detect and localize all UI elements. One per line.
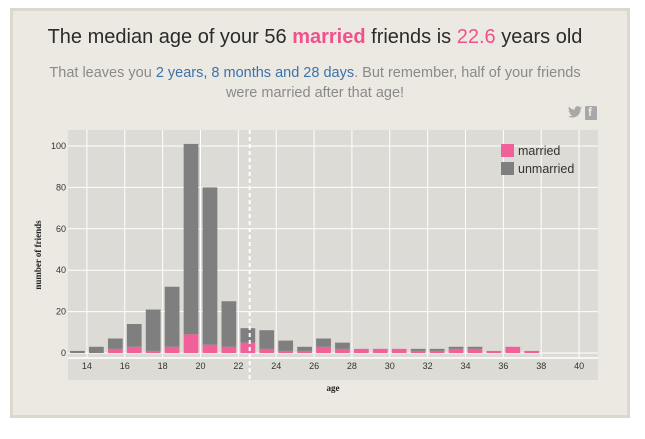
bar-married	[505, 346, 521, 353]
bar-married	[297, 350, 312, 353]
bar-married	[354, 348, 369, 353]
twitter-icon-glyph	[568, 106, 582, 118]
title-middle: friends is	[371, 26, 452, 48]
y-tick-label: 100	[51, 141, 66, 151]
bar-married	[278, 350, 294, 353]
bar-unmarried	[467, 346, 483, 349]
legend-label-married: married	[518, 144, 560, 158]
bar-unmarried	[429, 348, 445, 351]
bar-married	[164, 346, 180, 353]
title-married: married	[292, 26, 366, 48]
bar-married	[410, 350, 426, 353]
x-tick-label: 40	[574, 361, 584, 371]
x-tick-label: 14	[82, 361, 92, 371]
x-tick-label: 34	[460, 361, 470, 371]
bar-married	[107, 348, 123, 353]
bar-unmarried	[89, 346, 104, 353]
x-tick-label: 36	[498, 361, 508, 371]
bar-married	[372, 348, 388, 353]
page-title: The median age of your 56 married friend…	[0, 26, 630, 49]
x-tick-label: 30	[385, 361, 395, 371]
bar-married	[391, 348, 407, 353]
bar-married	[486, 350, 502, 353]
facebook-icon-glyph: f	[588, 105, 592, 119]
bar-unmarried	[164, 286, 180, 347]
bar-married	[202, 344, 218, 353]
x-tick-label: 24	[271, 361, 281, 371]
bar-unmarried	[278, 340, 294, 351]
title-median-age: 22.6	[456, 26, 496, 48]
bar-married	[240, 342, 256, 353]
page-subtitle: That leaves you 2 years, 8 months and 28…	[40, 63, 590, 103]
bar-married	[524, 350, 540, 353]
bar-unmarried	[70, 350, 85, 353]
bar-unmarried	[335, 342, 350, 349]
bar-married	[145, 350, 161, 353]
x-tick-label: 22	[233, 361, 243, 371]
bar-unmarried	[221, 301, 237, 347]
legend-swatch-married	[501, 144, 514, 157]
bar-married	[429, 350, 445, 353]
x-axis-label: age	[327, 383, 340, 393]
bar-married	[221, 346, 237, 353]
bar-unmarried	[183, 143, 199, 335]
x-tick-label: 26	[309, 361, 319, 371]
x-tick-label: 20	[195, 361, 205, 371]
bar-unmarried	[145, 309, 161, 351]
bar-married	[335, 348, 350, 353]
bar-unmarried	[259, 330, 275, 349]
title-suffix: years old	[501, 26, 583, 48]
y-tick-label: 20	[56, 307, 66, 317]
title-prefix: The median age of your 56	[47, 26, 287, 48]
bar-unmarried	[240, 328, 256, 343]
x-tick-label: 38	[536, 361, 546, 371]
bar-unmarried	[202, 187, 218, 345]
bar-unmarried	[126, 324, 142, 347]
x-tick-label: 16	[120, 361, 130, 371]
x-tick-label: 28	[347, 361, 357, 371]
bar-married	[126, 346, 142, 353]
y-tick-label: 60	[56, 224, 66, 234]
subtitle-suffix: . But remember, half of your friends wer…	[225, 65, 581, 101]
bar-unmarried	[297, 346, 312, 351]
bar-unmarried	[316, 338, 331, 347]
y-axis-label: number of friends	[33, 220, 43, 290]
legend-label-unmarried: unmarried	[518, 162, 574, 176]
bar-married	[467, 348, 483, 353]
bar-unmarried	[410, 348, 426, 351]
subtitle-duration: 2 years, 8 months and 28 days	[155, 65, 355, 81]
bar-unmarried	[107, 338, 123, 349]
x-tick-label: 18	[158, 361, 168, 371]
bar-married	[183, 334, 199, 353]
facebook-icon[interactable]: f	[585, 105, 597, 120]
bar-married	[259, 348, 275, 353]
subtitle-prefix: That leaves you	[49, 65, 152, 81]
y-tick-label: 0	[61, 348, 66, 358]
bar-unmarried	[448, 346, 464, 349]
x-tick-label: 32	[423, 361, 433, 371]
y-tick-label: 40	[56, 265, 66, 275]
y-tick-label: 80	[56, 182, 66, 192]
bar-married	[316, 346, 331, 353]
twitter-icon[interactable]	[568, 106, 582, 120]
legend-swatch-unmarried	[501, 162, 514, 175]
bar-married	[448, 348, 464, 353]
